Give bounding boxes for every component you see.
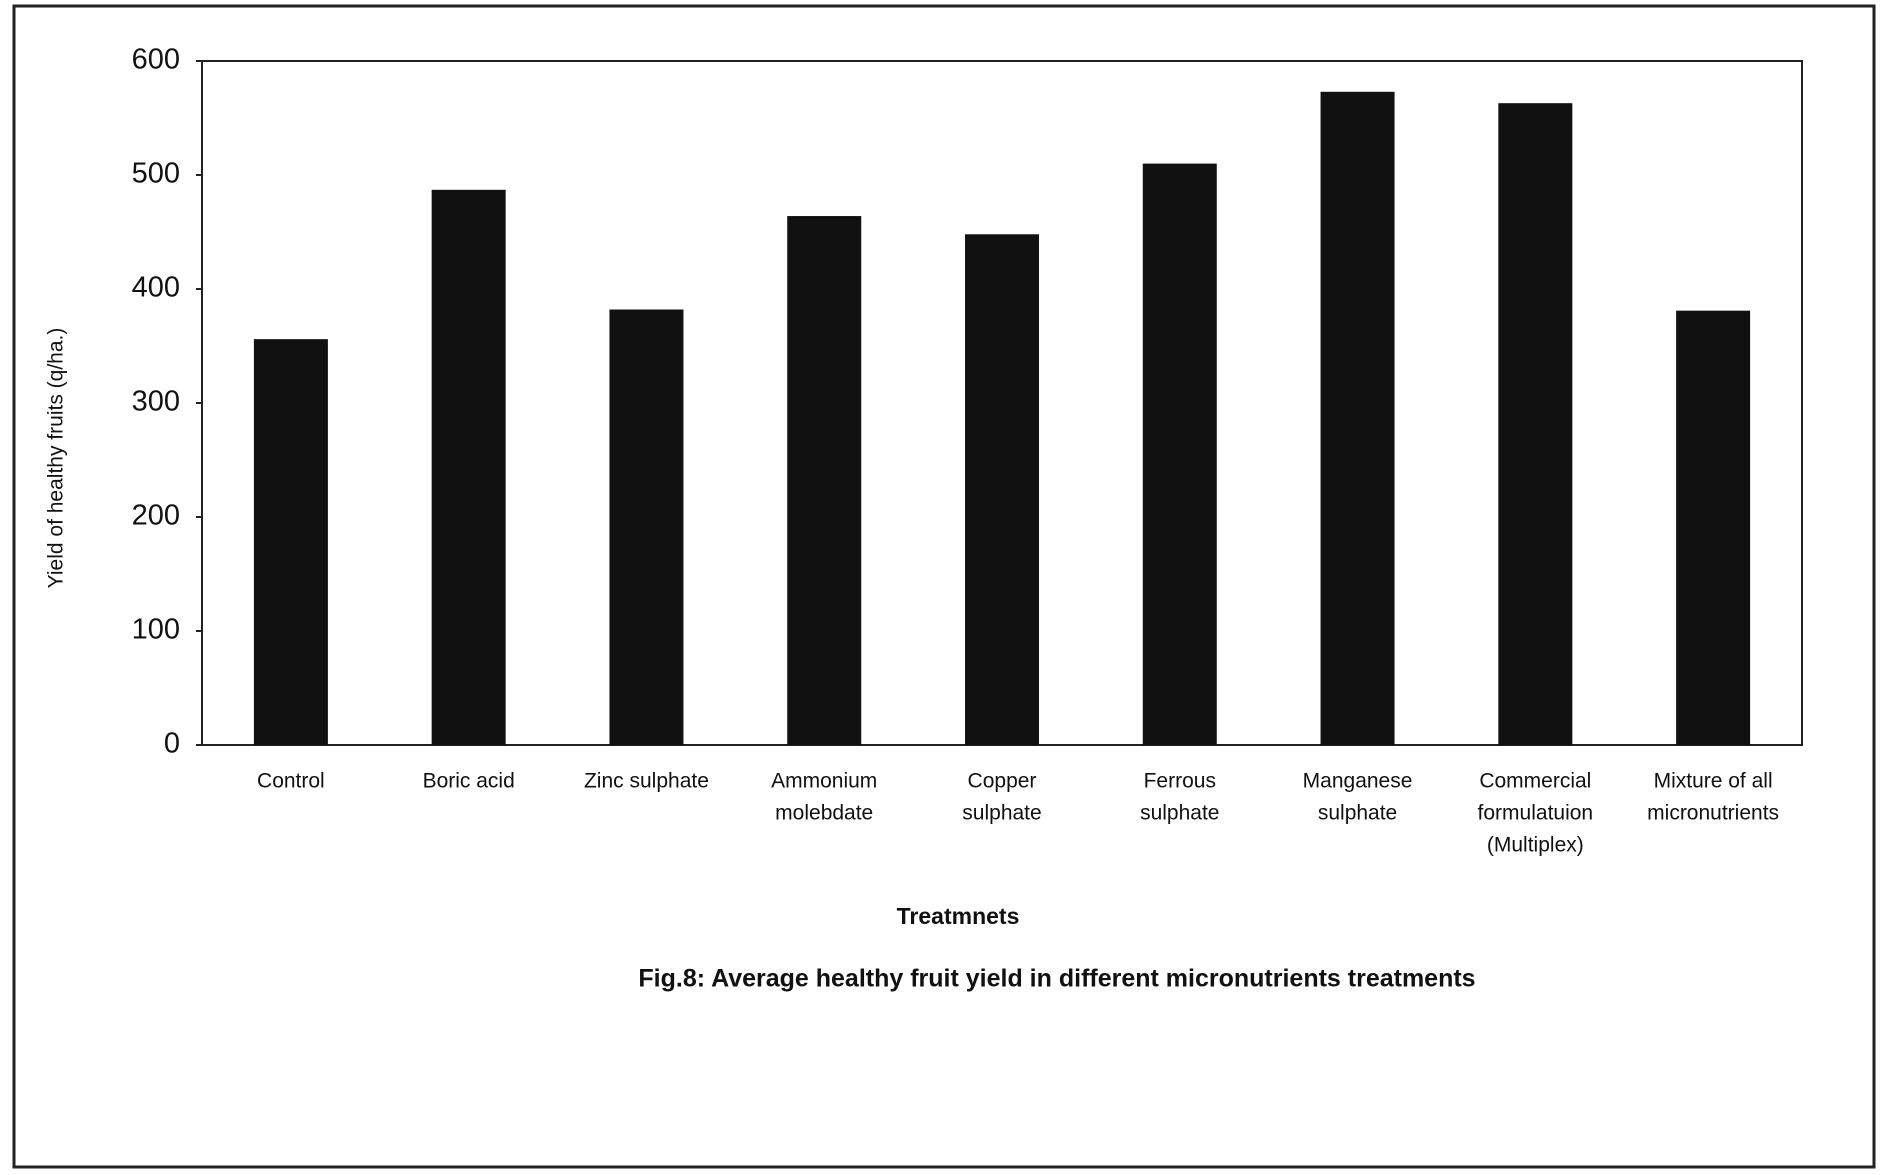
bar <box>1142 163 1217 746</box>
x-tick-label: Manganese <box>1303 770 1413 793</box>
x-tick-label: molebdate <box>775 802 873 825</box>
x-tick-label: Boric acid <box>423 770 515 793</box>
y-tick-label: 0 <box>164 728 180 760</box>
bar <box>1320 91 1395 745</box>
x-tick-label: Zinc sulphate <box>584 770 709 793</box>
x-tick-label: sulphate <box>962 802 1041 825</box>
x-tick-label: sulphate <box>1140 802 1219 825</box>
x-tick-label: Ferrous <box>1144 770 1216 793</box>
bar <box>609 309 684 745</box>
y-tick-label: 400 <box>132 272 180 304</box>
y-tick-label: 300 <box>132 386 180 418</box>
x-tick-label: Commercial <box>1479 770 1591 793</box>
bar <box>1498 103 1573 746</box>
bar <box>1676 310 1751 745</box>
x-tick-label: Control <box>257 770 325 793</box>
chart-title: Fig.8: Average healthy fruit yield in di… <box>638 965 1475 993</box>
x-tick-label: Copper <box>968 770 1037 793</box>
bar <box>431 189 506 745</box>
x-tick-label: formulatuion <box>1478 802 1594 825</box>
frame <box>12 4 1876 1169</box>
x-tick-label: Ammonium <box>771 770 877 793</box>
x-tick-label: micronutrients <box>1647 802 1779 825</box>
y-tick-label: 100 <box>132 614 180 646</box>
x-axis-label: Treatmnets <box>897 903 1020 929</box>
y-tick-label: 200 <box>132 500 180 532</box>
x-tick-label: Mixture of all <box>1654 770 1773 793</box>
x-tick-label: (Multiplex) <box>1487 834 1584 857</box>
bar <box>253 339 328 745</box>
y-tick-label: 600 <box>132 44 180 76</box>
x-tick-label: sulphate <box>1318 802 1397 825</box>
bar <box>787 216 862 746</box>
y-axis-label: Yield of healthy fruits (q/ha.) <box>45 328 68 589</box>
bar <box>965 234 1039 745</box>
y-tick-label: 500 <box>132 158 180 190</box>
